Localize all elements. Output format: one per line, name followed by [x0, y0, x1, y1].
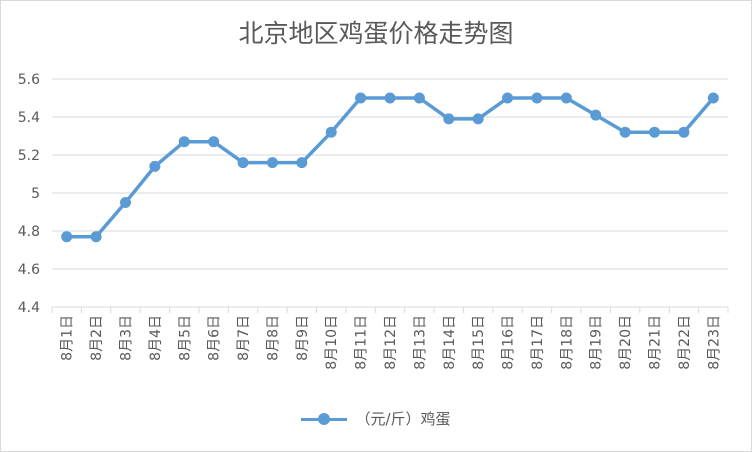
- data-point: [678, 126, 690, 138]
- x-tick-label: 8月17日: [530, 315, 546, 370]
- legend: （元/斤）鸡蛋: [0, 408, 752, 429]
- y-tick-label: 4.6: [18, 262, 40, 278]
- legend-label: （元/斤）鸡蛋: [355, 410, 451, 428]
- data-point: [237, 157, 249, 169]
- data-point: [502, 92, 514, 104]
- x-tick-label: 8月19日: [589, 315, 605, 370]
- x-tick-label: 8月22日: [677, 315, 693, 370]
- x-tick-label: 8月18日: [559, 315, 575, 370]
- x-tick-label: 8月10日: [324, 315, 340, 370]
- data-point: [61, 231, 73, 243]
- y-tick-label: 4.4: [18, 300, 40, 316]
- data-point: [472, 113, 484, 125]
- x-tick-label: 8月8日: [265, 315, 281, 361]
- x-tick-label: 8月11日: [354, 315, 370, 370]
- x-tick-label: 8月21日: [648, 315, 664, 370]
- x-tick-label: 8月6日: [207, 315, 223, 361]
- x-tick-label: 8月14日: [442, 315, 458, 370]
- x-tick-label: 8月4日: [148, 315, 164, 361]
- data-point: [266, 157, 278, 169]
- y-tick-label: 4.8: [18, 224, 40, 240]
- x-tick-label: 8月23日: [706, 315, 722, 370]
- legend-line-marker-icon: [301, 412, 348, 425]
- data-point: [443, 113, 455, 125]
- data-point: [531, 92, 543, 104]
- x-tick-label: 8月9日: [295, 315, 311, 361]
- chart-title: 北京地区鸡蛋价格走势图: [238, 19, 514, 48]
- data-point: [619, 126, 631, 138]
- data-point: [355, 92, 367, 104]
- y-tick-label: 5.6: [18, 72, 40, 88]
- data-point: [325, 126, 337, 138]
- x-tick-label: 8月13日: [412, 315, 428, 370]
- x-tick-label: 8月20日: [618, 315, 634, 370]
- x-tick-label: 8月16日: [501, 315, 517, 370]
- legend-item-eggs: （元/斤）鸡蛋: [301, 408, 451, 429]
- y-tick-label: 5.4: [18, 110, 40, 126]
- x-tick-label: 8月3日: [118, 315, 134, 361]
- series-line: [66, 96, 715, 239]
- data-point: [590, 109, 602, 121]
- data-point: [413, 92, 425, 104]
- x-tick-label: 8月5日: [177, 315, 193, 361]
- x-tick-label: 8月2日: [89, 315, 105, 361]
- x-tick-label: 8月15日: [471, 315, 487, 370]
- data-point: [90, 231, 102, 243]
- data-point: [119, 197, 131, 208]
- data-point: [384, 92, 396, 104]
- data-point: [649, 126, 661, 138]
- data-point: [296, 157, 308, 169]
- y-tick-label: 5: [31, 186, 40, 202]
- data-point: [178, 136, 190, 148]
- x-tick-label: 8月7日: [236, 315, 252, 361]
- data-point: [707, 92, 719, 104]
- data-point: [208, 136, 220, 148]
- data-point: [149, 160, 161, 172]
- x-tick-label: 8月12日: [383, 315, 399, 370]
- x-tick-label: 8月1日: [60, 315, 76, 361]
- data-point: [560, 92, 572, 104]
- y-tick-label: 5.2: [18, 148, 40, 164]
